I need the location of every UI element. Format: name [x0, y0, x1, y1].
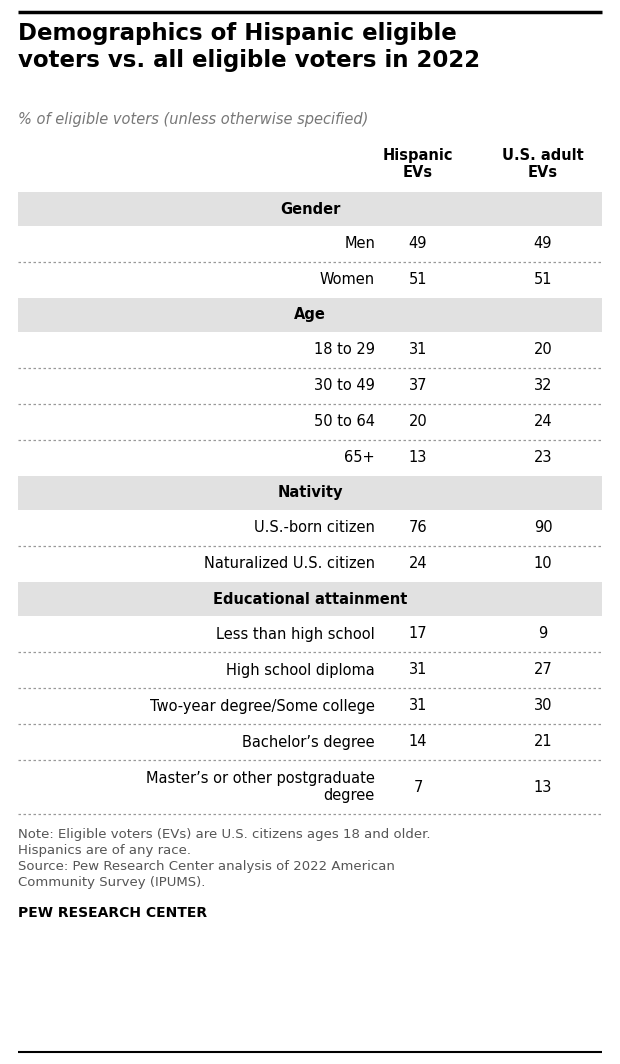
Text: 31: 31	[409, 343, 427, 358]
Text: Two-year degree/Some college: Two-year degree/Some college	[150, 698, 375, 714]
Text: Master’s or other postgraduate
degree: Master’s or other postgraduate degree	[146, 770, 375, 803]
Text: Hispanics are of any race.: Hispanics are of any race.	[18, 844, 191, 857]
Text: Demographics of Hispanic eligible
voters vs. all eligible voters in 2022: Demographics of Hispanic eligible voters…	[18, 22, 480, 72]
Text: Age: Age	[294, 307, 326, 322]
Text: 50 to 64: 50 to 64	[314, 415, 375, 430]
Text: 13: 13	[534, 780, 552, 795]
Text: 51: 51	[409, 272, 427, 287]
Text: 76: 76	[409, 520, 427, 535]
Text: 24: 24	[534, 415, 552, 430]
Text: High school diploma: High school diploma	[226, 663, 375, 678]
Text: Naturalized U.S. citizen: Naturalized U.S. citizen	[204, 556, 375, 571]
Text: 51: 51	[534, 272, 552, 287]
Text: U.S. adult
EVs: U.S. adult EVs	[502, 148, 584, 181]
Text: U.S.-born citizen: U.S.-born citizen	[254, 520, 375, 535]
Bar	[18, 298, 602, 332]
Text: 10: 10	[534, 556, 552, 571]
Text: 18 to 29: 18 to 29	[314, 343, 375, 358]
Text: 13: 13	[409, 450, 427, 466]
Text: 24: 24	[409, 556, 427, 571]
Text: Men: Men	[344, 236, 375, 251]
Text: Gender: Gender	[280, 201, 340, 216]
Bar	[18, 476, 602, 510]
Text: 30 to 49: 30 to 49	[314, 379, 375, 394]
Text: 30: 30	[534, 698, 552, 714]
Text: 20: 20	[409, 415, 427, 430]
Text: Educational attainment: Educational attainment	[213, 592, 407, 606]
Text: 65+: 65+	[344, 450, 375, 466]
Text: 7: 7	[414, 780, 423, 795]
Text: 27: 27	[534, 663, 552, 678]
Bar	[18, 582, 602, 616]
Text: 9: 9	[538, 627, 547, 642]
Text: 49: 49	[534, 236, 552, 251]
Text: PEW RESEARCH CENTER: PEW RESEARCH CENTER	[18, 907, 207, 920]
Text: 17: 17	[409, 627, 427, 642]
Text: Women: Women	[320, 272, 375, 287]
Text: 49: 49	[409, 236, 427, 251]
Text: Hispanic
EVs: Hispanic EVs	[383, 148, 453, 181]
Text: % of eligible voters (unless otherwise specified): % of eligible voters (unless otherwise s…	[18, 112, 368, 127]
Text: 20: 20	[534, 343, 552, 358]
Text: 32: 32	[534, 379, 552, 394]
Text: Bachelor’s degree: Bachelor’s degree	[242, 734, 375, 749]
Text: 37: 37	[409, 379, 427, 394]
Text: Note: Eligible voters (EVs) are U.S. citizens ages 18 and older.: Note: Eligible voters (EVs) are U.S. cit…	[18, 828, 430, 841]
Text: 14: 14	[409, 734, 427, 749]
Text: Community Survey (IPUMS).: Community Survey (IPUMS).	[18, 876, 205, 890]
Text: Nativity: Nativity	[277, 485, 343, 500]
Text: Less than high school: Less than high school	[216, 627, 375, 642]
Text: 21: 21	[534, 734, 552, 749]
Text: 31: 31	[409, 663, 427, 678]
Text: 31: 31	[409, 698, 427, 714]
Text: 23: 23	[534, 450, 552, 466]
Text: 90: 90	[534, 520, 552, 535]
Bar	[18, 192, 602, 226]
Text: Source: Pew Research Center analysis of 2022 American: Source: Pew Research Center analysis of …	[18, 860, 395, 872]
